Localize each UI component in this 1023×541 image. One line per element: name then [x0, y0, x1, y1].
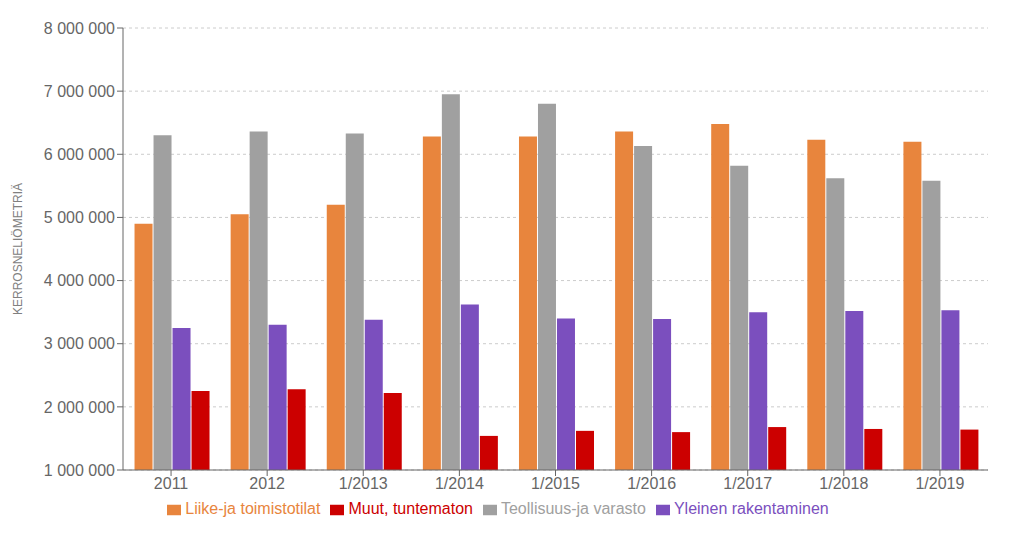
svg-text:1/2017: 1/2017 [723, 475, 772, 492]
html-text:Yleinen rakentaminen: Yleinen rakentaminen [673, 500, 829, 517]
svg-text:KERROSNELIÖMETRIÄ: KERROSNELIÖMETRIÄ [11, 183, 25, 315]
svg-text:8 000 000: 8 000 000 [44, 20, 115, 37]
svg-text:1/2015: 1/2015 [531, 475, 580, 492]
html-text:Muut, tuntematon: Muut, tuntematon [348, 500, 473, 517]
svg-text:7 000 000: 7 000 000 [44, 83, 115, 100]
svg-text:1/2014: 1/2014 [435, 475, 484, 492]
html-text:Teollisuus-ja varasto: Teollisuus-ja varasto [501, 500, 646, 517]
svg-text:2012: 2012 [249, 475, 285, 492]
svg-text:1/2013: 1/2013 [339, 475, 388, 492]
svg-text:1/2018: 1/2018 [819, 475, 868, 492]
svg-text:6 000 000: 6 000 000 [44, 146, 115, 163]
svg-text:1 000 000: 1 000 000 [44, 462, 115, 479]
html-text:Liike-ja toimistotilat: Liike-ja toimistotilat [185, 500, 321, 517]
svg-text:1/2019: 1/2019 [915, 475, 964, 492]
svg-text:3 000 000: 3 000 000 [44, 335, 115, 352]
svg-text:5 000 000: 5 000 000 [44, 209, 115, 226]
svg-text:2011: 2011 [154, 475, 189, 492]
svg-text:1/2016: 1/2016 [627, 475, 676, 492]
svg-text:4 000 000: 4 000 000 [44, 272, 115, 289]
svg-text:2 000 000: 2 000 000 [44, 399, 115, 416]
